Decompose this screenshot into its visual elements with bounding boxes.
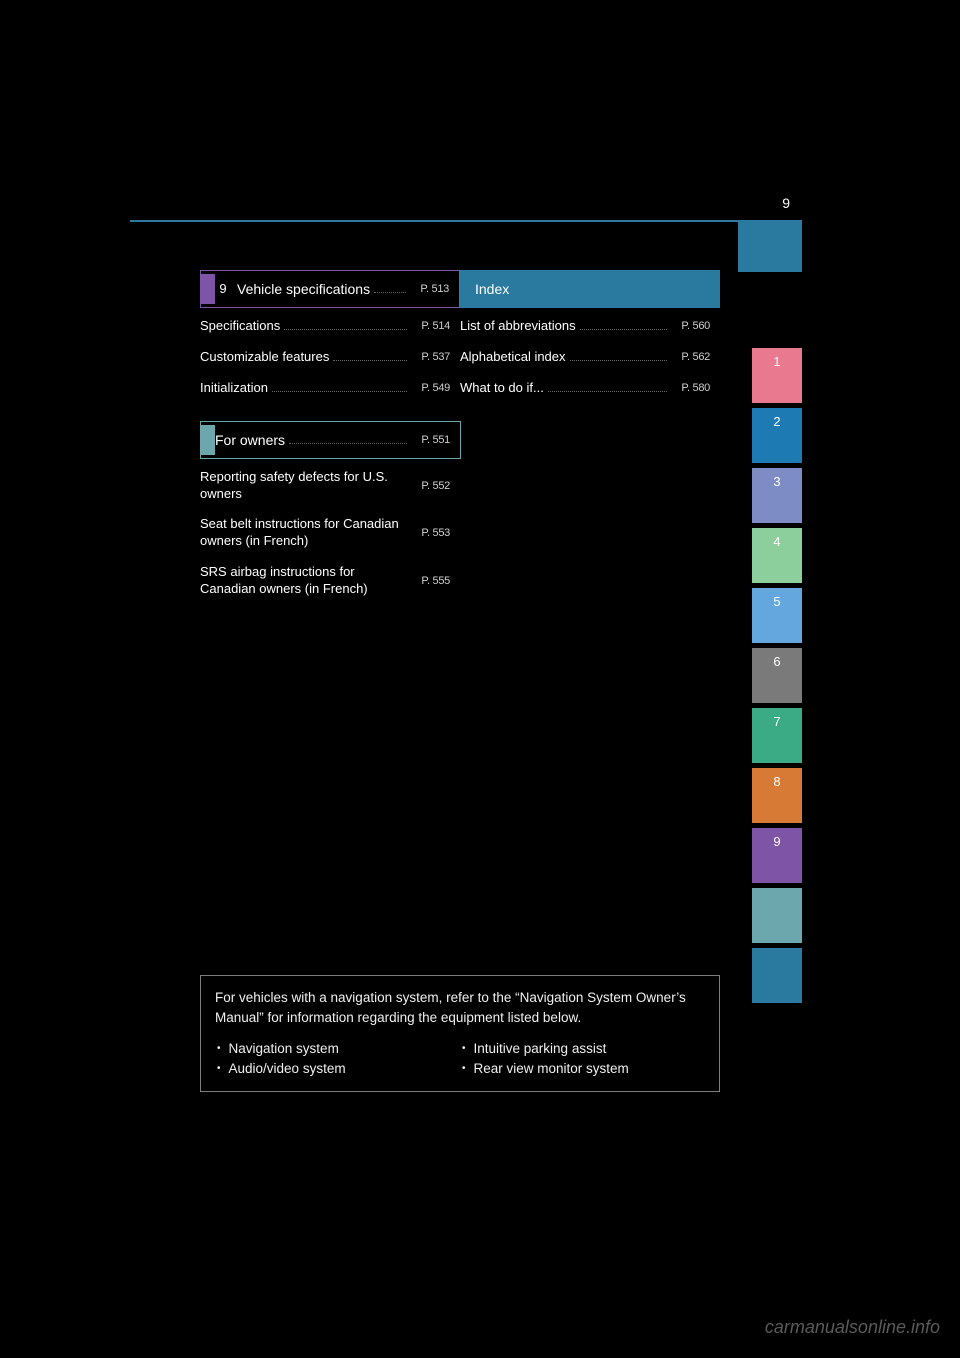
side-tab[interactable]: 1 xyxy=(752,348,802,403)
note-box: For vehicles with a navigation system, r… xyxy=(200,975,720,1092)
toc-label: Customizable features xyxy=(200,349,329,366)
note-bullet: Intuitive parking assist xyxy=(460,1039,705,1059)
toc-label: Alphabetical index xyxy=(460,349,566,366)
toc-page-ref: P. 552 xyxy=(411,480,450,492)
side-tab[interactable] xyxy=(752,888,802,943)
toc-cell xyxy=(460,560,720,602)
toc-page-ref: P. 537 xyxy=(411,351,450,363)
toc-cell[interactable]: Initialization P. 549 xyxy=(200,376,460,401)
toc-chip xyxy=(201,274,215,304)
toc-page-ref: P. 553 xyxy=(411,527,450,539)
toc-cell xyxy=(460,407,720,415)
toc-page-ref: P. 562 xyxy=(671,351,710,363)
toc-label: For owners xyxy=(215,431,285,449)
toc-page-ref: P. 560 xyxy=(671,320,710,332)
toc-label: Seat belt instructions for Canadian owne… xyxy=(200,516,403,550)
corner-box xyxy=(738,222,802,272)
toc-cell[interactable]: List of abbreviations P. 560 xyxy=(460,314,720,339)
toc-cell[interactable]: What to do if... P. 580 xyxy=(460,376,720,401)
page-number: 9 xyxy=(782,195,790,211)
top-rule xyxy=(130,220,802,222)
toc-cell[interactable]: 9 Vehicle specifications P. 513 xyxy=(200,270,460,308)
toc-cell xyxy=(460,465,720,507)
toc-page-ref: P. 555 xyxy=(411,575,450,587)
toc-cell[interactable]: Alphabetical index P. 562 xyxy=(460,345,720,370)
toc-label: SRS airbag instructions for Canadian own… xyxy=(200,564,403,598)
side-tab[interactable]: 9 xyxy=(752,828,802,883)
toc: 9 Vehicle specifications P. 513 Index Specif… xyxy=(200,270,720,608)
toc-chapter-number: 9 xyxy=(215,274,231,304)
toc-dots xyxy=(570,349,668,361)
toc-dots xyxy=(272,380,407,392)
side-tab[interactable]: 3 xyxy=(752,468,802,523)
toc-cell[interactable]: For owners P. 551 xyxy=(200,421,461,459)
watermark: carmanualsonline.info xyxy=(765,1317,940,1338)
side-tab[interactable]: 2 xyxy=(752,408,802,463)
side-tab[interactable]: 6 xyxy=(752,648,802,703)
side-tab[interactable] xyxy=(752,948,802,1003)
side-tab[interactable]: 5 xyxy=(752,588,802,643)
toc-dots xyxy=(548,380,668,392)
toc-page-ref: P. 549 xyxy=(411,382,450,394)
note-col-right: Intuitive parking assistRear view monito… xyxy=(460,1039,705,1080)
toc-cell[interactable]: Index xyxy=(460,270,720,308)
toc-label: List of abbreviations xyxy=(460,318,576,335)
toc-cell[interactable]: Customizable features P. 537 xyxy=(200,345,460,370)
toc-label: Reporting safety defects for U.S. owners xyxy=(200,469,403,503)
toc-label: Index xyxy=(475,280,509,298)
toc-cell xyxy=(200,407,460,415)
toc-label: Vehicle specifications xyxy=(237,280,370,298)
toc-cell xyxy=(460,512,720,554)
note-bullet: Audio/video system xyxy=(215,1059,460,1079)
side-tab[interactable]: 4 xyxy=(752,528,802,583)
note-col-left: Navigation systemAudio/video system xyxy=(215,1039,460,1080)
toc-chip xyxy=(461,274,475,304)
toc-page-ref: P. 513 xyxy=(410,283,449,295)
note-bullet: Navigation system xyxy=(215,1039,460,1059)
note-text: For vehicles with a navigation system, r… xyxy=(215,988,705,1029)
toc-cell xyxy=(461,421,720,459)
toc-chip xyxy=(201,425,215,455)
side-tab[interactable]: 7 xyxy=(752,708,802,763)
toc-cell[interactable]: Specifications P. 514 xyxy=(200,314,460,339)
toc-label: What to do if... xyxy=(460,380,544,397)
toc-dots xyxy=(333,349,407,361)
toc-cell[interactable]: SRS airbag instructions for Canadian own… xyxy=(200,560,460,602)
toc-page-ref: P. 580 xyxy=(671,382,710,394)
side-tab[interactable]: 8 xyxy=(752,768,802,823)
toc-dots xyxy=(580,318,668,330)
toc-page-ref: P. 551 xyxy=(411,434,450,446)
toc-label: Specifications xyxy=(200,318,280,335)
toc-cell[interactable]: Reporting safety defects for U.S. owners… xyxy=(200,465,460,507)
toc-page-ref: P. 514 xyxy=(411,320,450,332)
toc-cell[interactable]: Seat belt instructions for Canadian owne… xyxy=(200,512,460,554)
toc-label: Initialization xyxy=(200,380,268,397)
note-bullet: Rear view monitor system xyxy=(460,1059,705,1079)
side-tabs: 123456789 xyxy=(752,348,802,1008)
toc-dots xyxy=(284,318,407,330)
